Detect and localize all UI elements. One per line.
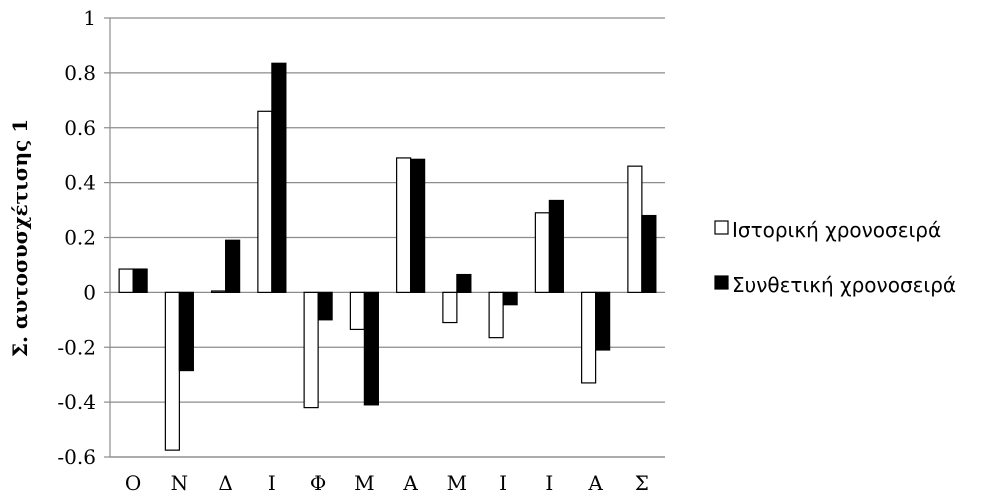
y-tick-label: 0.6 [64, 116, 96, 140]
x-tick-label: Α [587, 471, 603, 495]
bar-synthetic-1 [178, 291, 194, 372]
y-tick-label: 0.4 [64, 171, 96, 195]
legend-label-synthetic: Συνθετική χρονοσειρά [732, 273, 956, 297]
bar-historical-8 [488, 291, 504, 339]
x-tick-label: Μ [354, 471, 374, 495]
x-tick-label: Ο [125, 471, 141, 495]
bar-synthetic-11 [641, 214, 657, 293]
x-tick-label: Ν [171, 471, 189, 495]
x-tick-label: Ι [268, 471, 276, 495]
bar-historical-4 [303, 291, 319, 409]
y-tick-label: -0.6 [57, 445, 96, 469]
y-tick-label: 0.2 [64, 226, 96, 250]
x-tick-label: Σ [635, 471, 649, 495]
bar-historical-1 [164, 291, 180, 451]
legend-swatch-historical [714, 220, 729, 235]
y-tick-label: -0.2 [57, 335, 96, 359]
x-tick-label: Δ [218, 471, 232, 495]
gridlines [104, 17, 665, 458]
legend-label-historical: Ιστορική χρονοσειρά [732, 218, 941, 242]
bar-synthetic-5 [363, 291, 379, 406]
y-tick-label: 0 [83, 280, 96, 304]
y-tick-label: 0.8 [64, 61, 96, 85]
x-tick-label: Ι [499, 471, 507, 495]
bar-synthetic-8 [502, 291, 518, 306]
x-tick-label: Α [402, 471, 418, 495]
y-tick-label: 1 [83, 6, 96, 30]
legend: Ιστορική χρονοσειρά Συνθετική χρονοσειρά [714, 218, 956, 297]
bar-historical-2 [211, 290, 227, 293]
bar-synthetic-9 [548, 199, 564, 293]
bar-historical-7 [442, 291, 458, 324]
bar-historical-0 [118, 268, 134, 293]
bar-historical-10 [581, 291, 597, 384]
bar-synthetic-2 [225, 239, 241, 293]
y-tick-labels: -0.6 -0.4 -0.2 0 0.2 0.4 0.6 0.8 1 [57, 6, 96, 469]
x-tick-label: Ι [545, 471, 553, 495]
bar-synthetic-4 [317, 291, 333, 321]
axes [109, 18, 665, 458]
bar-historical-9 [534, 212, 550, 293]
bar-historical-11 [627, 165, 643, 293]
legend-swatch-synthetic [714, 275, 729, 290]
x-tick-label: Μ [447, 471, 467, 495]
bars [118, 62, 657, 451]
y-tick-label: -0.4 [57, 390, 96, 414]
y-axis-label: Σ. αυτοσυσχέτισης 1 [8, 119, 32, 357]
bar-historical-6 [396, 157, 412, 293]
bar-synthetic-10 [595, 291, 611, 351]
bar-synthetic-0 [132, 268, 148, 293]
bar-synthetic-3 [271, 62, 287, 293]
bar-synthetic-7 [456, 273, 472, 293]
bar-historical-3 [257, 110, 273, 293]
bar-historical-5 [349, 291, 365, 331]
bar-synthetic-6 [410, 158, 426, 293]
x-tick-label: Φ [310, 471, 326, 495]
